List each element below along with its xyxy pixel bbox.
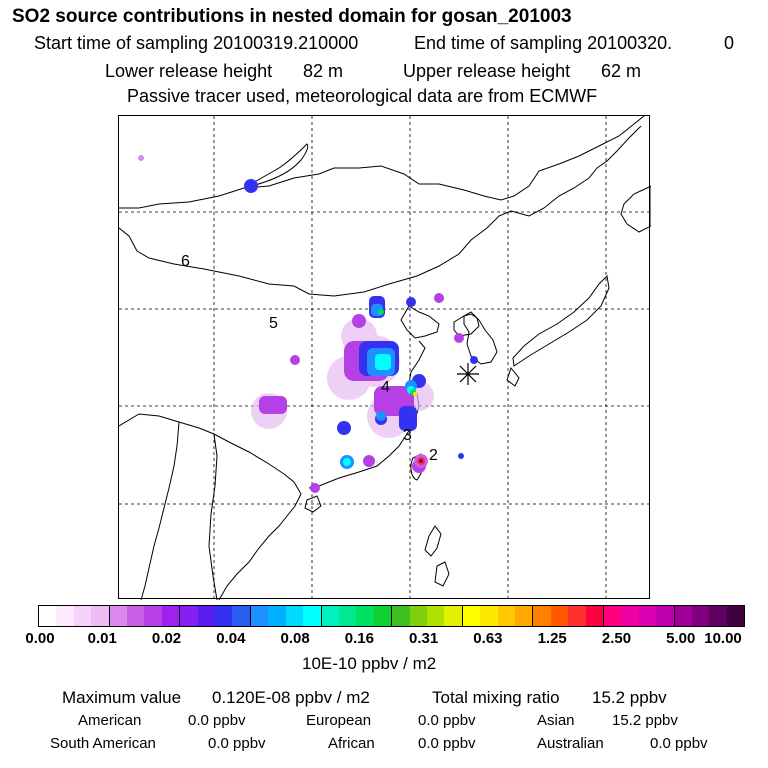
colorbar-cell	[373, 606, 393, 626]
colorbar-cell	[180, 606, 198, 626]
region-labels: 6 5 4 3 2	[181, 253, 438, 464]
asterisk-marker	[457, 363, 479, 385]
colorbar-tick-label: 10.00	[704, 630, 742, 647]
colorbar-cell	[533, 606, 551, 626]
colorbar-cell	[39, 606, 57, 626]
region-value-asian: 15.2 ppbv	[612, 712, 678, 729]
colorbar-cell	[604, 606, 622, 626]
map-title: SO2 source contributions in nested domai…	[12, 6, 572, 27]
region-value-african: 0.0 ppbv	[418, 735, 476, 752]
region-value-australian: 0.0 ppbv	[650, 735, 708, 752]
colorbar-tick-label: 0.08	[280, 630, 310, 647]
colorbar-tick-label: 5.00	[666, 630, 696, 647]
colorbar-cell	[726, 606, 745, 626]
tracer-note: Passive tracer used, meteorological data…	[127, 86, 598, 106]
colorbar-tick-label: 0.16	[344, 630, 374, 647]
colorbar-cell	[444, 606, 463, 626]
region-name-american: American	[78, 712, 142, 729]
colorbar-cell	[197, 606, 216, 626]
region-value-american: 0.0 ppbv	[188, 712, 246, 729]
colorbar-tick-label: 0.31	[409, 630, 439, 647]
colorbar-cell	[232, 606, 251, 626]
region-label-4: 4	[381, 379, 390, 396]
colorbar-cell	[409, 606, 427, 626]
colorbar-cell	[215, 606, 233, 626]
colorbar-cell	[514, 606, 534, 626]
total-mixing-value: 15.2 ppbv	[592, 688, 667, 707]
colorbar-cell	[656, 606, 675, 626]
colorbar-cell	[109, 606, 128, 626]
colorbar-cell	[497, 606, 515, 626]
colorbar-cell	[268, 606, 286, 626]
colorbar-cell	[392, 606, 410, 626]
start-time-label: Start time of sampling 20100319.210000	[34, 33, 359, 53]
max-value-label: Maximum value	[62, 688, 182, 707]
colorbar-cell	[144, 606, 162, 626]
region-name-australian: Australian	[537, 735, 604, 752]
map-canvas: 6 5 4 3 2	[119, 116, 651, 600]
colorbar-cell	[91, 606, 110, 626]
lower-release-value: 82 m	[303, 61, 344, 81]
colorbar-tick-label: 0.02	[151, 630, 182, 647]
region-label-6: 6	[181, 253, 190, 270]
colorbar-cell	[426, 606, 445, 626]
colorbar-cell	[585, 606, 604, 626]
colorbar-tick-label: 0.00	[25, 630, 55, 647]
colorbar-cell	[568, 606, 586, 626]
colorbar-tick-label: 1.25	[537, 630, 567, 647]
colorbar-cell	[338, 606, 357, 626]
colorbar	[38, 605, 745, 627]
colorbar-cell	[462, 606, 481, 626]
region-name-african: African	[328, 735, 375, 752]
region-label-3: 3	[403, 427, 412, 444]
colorbar-tick-label: 0.04	[216, 630, 246, 647]
colorbar-cell	[303, 606, 322, 626]
region-label-5: 5	[269, 315, 278, 332]
region-name-asian: Asian	[537, 712, 575, 729]
colorbar-cell	[56, 606, 74, 626]
colorbar-tick-label: 0.01	[87, 630, 117, 647]
colorbar-cell	[127, 606, 145, 626]
colorbar-unit-label: 10E-10 ppbv / m2	[302, 654, 437, 673]
colorbar-cell	[621, 606, 639, 626]
colorbar-cell	[550, 606, 569, 626]
colorbar-cell	[356, 606, 374, 626]
region-label-2: 2	[429, 447, 438, 464]
colorbar-cell	[692, 606, 710, 626]
end-time-label: End time of sampling 20100320.	[414, 33, 673, 53]
region-value-european: 0.0 ppbv	[418, 712, 476, 729]
colorbar-tick-label: 0.63	[473, 630, 503, 647]
map-panel: 6 5 4 3 2	[118, 115, 651, 600]
colorbar-cell	[73, 606, 92, 626]
colorbar-cell	[674, 606, 693, 626]
lower-release-label: Lower release height	[105, 61, 273, 81]
colorbar-cell	[480, 606, 498, 626]
end-time-value: 0	[724, 33, 735, 53]
coastlines	[119, 116, 651, 600]
hotspot	[414, 454, 428, 468]
colorbar-cell	[250, 606, 269, 626]
colorbar-tick-label: 2.50	[601, 630, 632, 647]
concentration-field	[138, 155, 478, 493]
region-name-south-american: South American	[50, 735, 156, 752]
region-value-south-american: 0.0 ppbv	[208, 735, 266, 752]
max-value: 0.120E-08 ppbv / m2	[212, 688, 370, 707]
total-mixing-label: Total mixing ratio	[432, 688, 560, 707]
colorbar-cell	[709, 606, 727, 626]
colorbar-cell	[285, 606, 304, 626]
colorbar-cell	[638, 606, 657, 626]
region-name-european: European	[306, 712, 372, 729]
upper-release-value: 62 m	[601, 61, 642, 81]
upper-release-label: Upper release height	[403, 61, 571, 81]
colorbar-cell	[161, 606, 181, 626]
colorbar-cell	[321, 606, 339, 626]
